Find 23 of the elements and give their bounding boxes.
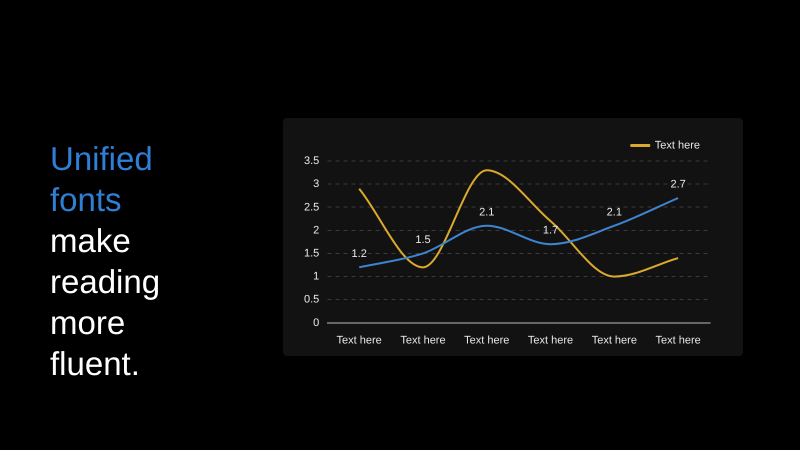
y-tick-label: 0 (313, 316, 320, 329)
y-tick-label: 3 (313, 178, 320, 190)
chart-title: Unified fonts (50, 139, 154, 220)
text: make reading more fluent. (50, 221, 162, 384)
y-tick-label: 3.5 (304, 155, 320, 168)
x-tick-label: Text here (528, 334, 574, 346)
x-tick-label: Text here (336, 334, 382, 346)
x-tick-label: Text here (400, 334, 446, 346)
y-tick-label: 0.5 (304, 294, 320, 306)
data-label: 1.2 (352, 248, 367, 260)
y-tick-label: 2 (313, 224, 320, 236)
y-tick-label: 1.5 (304, 247, 320, 260)
y-tick-label: 2.5 (304, 201, 320, 214)
x-tick-label: Text here (655, 334, 701, 346)
x-tick-label: Text here (464, 334, 510, 346)
data-label: 1.5 (415, 234, 431, 246)
legend-label: Text here (654, 140, 700, 152)
data-label: 2.7 (670, 178, 686, 191)
data-label: 2.1 (606, 206, 622, 218)
y-tick-label: 1 (313, 270, 320, 283)
data-label: 2.1 (479, 206, 494, 218)
data-label: 1.7 (542, 224, 558, 237)
x-tick-label: Text here (592, 334, 637, 346)
